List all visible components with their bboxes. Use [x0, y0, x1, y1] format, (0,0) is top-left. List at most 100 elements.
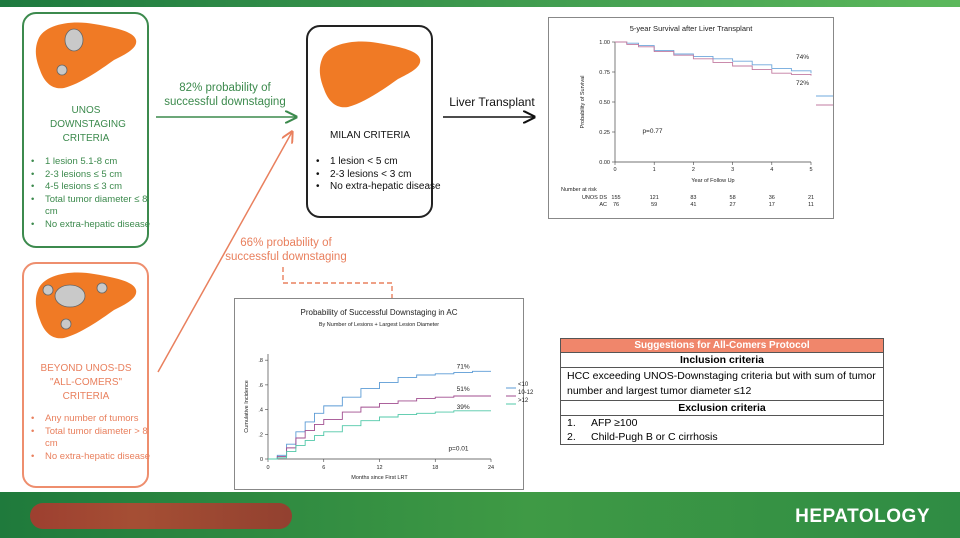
- risk-value: 21: [808, 195, 814, 201]
- list-item: No extra-hepatic disease: [31, 219, 157, 232]
- downstaging-chart-panel: Probability of Successful Downstaging in…: [234, 298, 524, 490]
- lesion-icon: [64, 28, 84, 52]
- lesion-icon: [60, 318, 72, 330]
- exclusion-number: 1.: [567, 417, 576, 429]
- p-value: p=0.77: [642, 128, 662, 135]
- y-tick-label: .2: [258, 432, 263, 438]
- x-tick-label: 5: [809, 167, 812, 173]
- exclusion-title: Exclusion criteria: [560, 400, 884, 416]
- exclusion-number: 2.: [567, 431, 576, 443]
- exclusion-item: 2. Child-Pugh B or C cirrhosis: [560, 430, 884, 445]
- annotation-74: 74%: [796, 54, 809, 61]
- risk-value: 17: [769, 202, 775, 208]
- flow-arrows: [156, 0, 960, 373]
- orange-arrow-label: 66% probability of successful downstagin…: [225, 237, 347, 263]
- exclusion-text: Child-Pugh B or C cirrhosis: [591, 431, 718, 443]
- exclusion-item: 1. AFP ≥100: [560, 415, 884, 430]
- risk-value: 59: [651, 202, 657, 208]
- annotation-39: 39%: [457, 404, 470, 411]
- y-tick-label: 0.25: [599, 130, 610, 136]
- milan-criteria-list: 1 lesion < 5 cm 2-3 lesions < 3 cm No ex…: [316, 156, 444, 194]
- incidence-curve: [268, 395, 491, 460]
- x-tick-label: 3: [731, 167, 734, 173]
- milan-title: MILAN CRITERIA: [329, 130, 410, 141]
- suggestions-table: Suggestions for All-Comers Protocol Incl…: [560, 338, 884, 445]
- lesion-icon: [54, 284, 86, 308]
- list-item: 4-5 lesions ≤ 3 cm: [31, 181, 157, 194]
- y-tick-label: .8: [258, 358, 263, 364]
- y-tick-label: .4: [258, 408, 263, 414]
- list-item: 1 lesion < 5 cm: [316, 156, 444, 169]
- legend-label: >12: [518, 398, 529, 404]
- x-tick-label: 12: [376, 465, 382, 471]
- x-axis-label: Year of Follow Up: [691, 178, 734, 184]
- risk-value: 36: [769, 195, 775, 201]
- legend-label: <10: [518, 382, 529, 388]
- x-axis-label: Months since First LRT: [351, 475, 408, 481]
- risk-row-label: UNOS DS: [582, 195, 607, 201]
- lesion-icon: [56, 64, 68, 76]
- x-tick-label: 2: [692, 167, 695, 173]
- y-tick-label: .6: [258, 383, 263, 389]
- exclusion-text: AFP ≥100: [591, 417, 638, 429]
- y-tick-label: 1.00: [599, 40, 610, 46]
- survival-curve-ac: [615, 41, 812, 76]
- downstaging-chart: Probability of Successful Downstaging in…: [244, 308, 516, 481]
- x-tick-label: 4: [770, 167, 773, 173]
- annotation-72: 72%: [796, 80, 809, 87]
- annotation-71: 71%: [457, 363, 470, 370]
- list-item: No extra-hepatic disease: [316, 181, 444, 194]
- risk-value: 27: [730, 202, 736, 208]
- list-item: 1 lesion 5.1-8 cm: [31, 156, 157, 169]
- risk-value: 11: [808, 202, 814, 208]
- liver-icon: [35, 22, 137, 89]
- x-tick-label: 0: [266, 465, 269, 471]
- orange-arrow: [157, 132, 292, 373]
- redacted-mark: [30, 503, 292, 529]
- top-accent-bar: [0, 0, 960, 7]
- journal-brand: HEPATOLOGY: [795, 506, 930, 527]
- risk-table-header: Number at risk: [561, 187, 597, 193]
- y-tick-label: 0.50: [599, 100, 610, 106]
- risk-value: 58: [730, 195, 736, 201]
- legend-label: 10-12: [518, 390, 534, 396]
- risk-value: 83: [690, 195, 696, 201]
- x-tick-label: 0: [613, 167, 616, 173]
- annotation-51: 51%: [457, 386, 470, 393]
- p-value: p=0.01: [448, 445, 468, 452]
- risk-value: 41: [690, 202, 696, 208]
- all-comers-criteria-list: Any number of tumors Total tumor diamete…: [31, 413, 157, 463]
- inclusion-text: HCC exceeding UNOS-Downstaging criteria …: [560, 367, 884, 401]
- incidence-curve: [268, 410, 491, 460]
- y-tick-label: 0.75: [599, 70, 610, 76]
- lesion-icon: [96, 282, 108, 294]
- downstaging-legend: <10 10-12 >12: [518, 381, 533, 405]
- x-tick-label: 6: [322, 465, 325, 471]
- x-tick-label: 24: [488, 465, 494, 471]
- x-tick-label: 18: [432, 465, 438, 471]
- list-item: Any number of tumors: [31, 413, 157, 426]
- risk-value: 76: [613, 202, 619, 208]
- suggestions-header: Suggestions for All-Comers Protocol: [560, 338, 884, 353]
- y-axis-label: Cumulative Incidence: [244, 380, 250, 433]
- chart-subtitle: By Number of Lesions + Largest Lesion Di…: [319, 322, 439, 328]
- survival-chart-panel: 5-year Survival after Liver Transplant 0.…: [548, 17, 834, 219]
- risk-row-label: AC: [599, 202, 607, 208]
- chart-title: 5-year Survival after Liver Transplant: [630, 24, 753, 33]
- all-comers-title: BEYOND UNOS-DS "ALL-COMERS" CRITERIA: [40, 363, 132, 402]
- transplant-label: Liver Transplant: [449, 95, 535, 109]
- liver-icon: [35, 272, 137, 339]
- list-item: No extra-hepatic disease: [31, 451, 157, 464]
- list-item: 2-3 lesions ≤ 5 cm: [31, 169, 157, 182]
- x-tick-label: 1: [653, 167, 656, 173]
- liver-icon: [319, 41, 421, 108]
- list-item: Total tumor diameter > 8 cm: [31, 426, 157, 451]
- chart-title: Probability of Successful Downstaging in…: [301, 308, 458, 317]
- list-item: Total tumor diameter ≤ 8 cm: [31, 194, 157, 219]
- list-item: 2-3 lesions < 3 cm: [316, 169, 444, 182]
- risk-value: 155: [611, 195, 620, 201]
- y-tick-label: 0.00: [599, 160, 610, 166]
- unos-criteria-list: 1 lesion 5.1-8 cm 2-3 lesions ≤ 5 cm 4-5…: [31, 156, 157, 231]
- y-tick-label: 0: [260, 457, 263, 463]
- lesion-icon: [42, 284, 54, 296]
